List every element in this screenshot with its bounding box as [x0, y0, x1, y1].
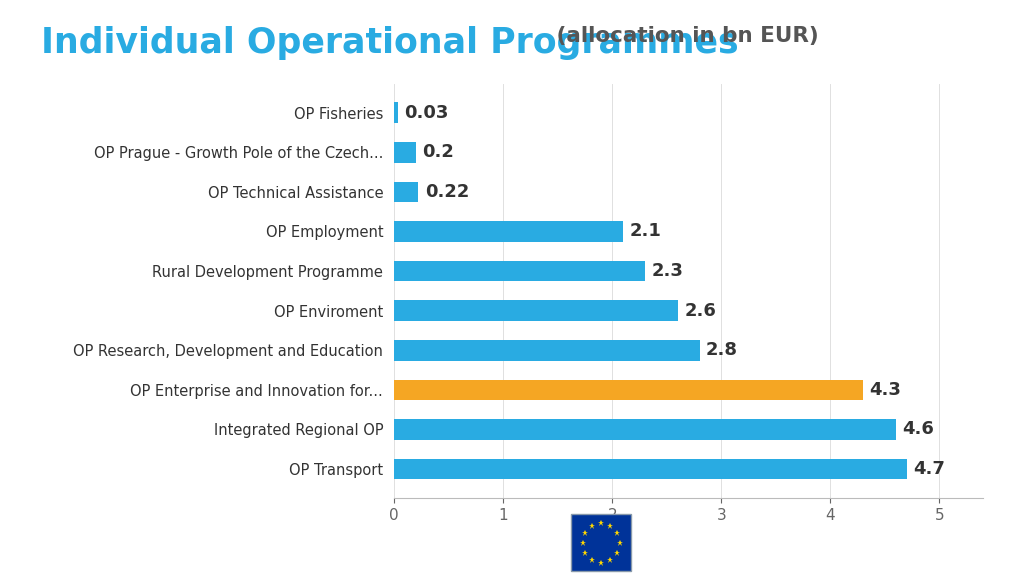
Bar — [394, 380, 863, 400]
Text: Individual Operational Programmes: Individual Operational Programmes — [41, 26, 738, 60]
Bar — [394, 261, 645, 281]
Text: 0.22: 0.22 — [425, 183, 469, 201]
Text: 4.6: 4.6 — [902, 420, 934, 438]
Text: EVROPSKÁ UNIE: EVROPSKÁ UNIE — [642, 524, 743, 533]
Bar — [394, 340, 699, 361]
Text: INVESTICE DO VAŠÍ BUDOUCNOSTI: INVESTICE DO VAŠÍ BUDOUCNOSTI — [642, 556, 823, 566]
Text: 2.1: 2.1 — [630, 222, 662, 240]
Bar — [394, 459, 906, 479]
Text: PRŬMYSLU A OBCHODU: PRŬMYSLU A OBCHODU — [102, 551, 241, 561]
Bar — [394, 181, 418, 202]
Bar — [394, 142, 416, 162]
Bar — [394, 103, 397, 123]
Text: 0.03: 0.03 — [404, 104, 449, 122]
Text: 4.7: 4.7 — [913, 460, 945, 478]
Text: EVROPSKÝ FOND PRO REGIONÁLNÍ ROZVOJ: EVROPSKÝ FOND PRO REGIONÁLNÍ ROZVOJ — [642, 539, 866, 551]
Text: (allocation in bn EUR): (allocation in bn EUR) — [549, 26, 818, 46]
Text: 0.2: 0.2 — [423, 143, 455, 161]
FancyBboxPatch shape — [571, 514, 631, 571]
Bar — [394, 419, 896, 440]
Text: 2.3: 2.3 — [651, 262, 683, 280]
Text: 2.6: 2.6 — [684, 302, 716, 320]
Bar — [394, 221, 624, 242]
Text: 4.3: 4.3 — [869, 381, 901, 399]
Text: 2.8: 2.8 — [707, 342, 738, 359]
Bar — [394, 301, 678, 321]
Text: MINISTERSTVO: MINISTERSTVO — [102, 531, 190, 541]
